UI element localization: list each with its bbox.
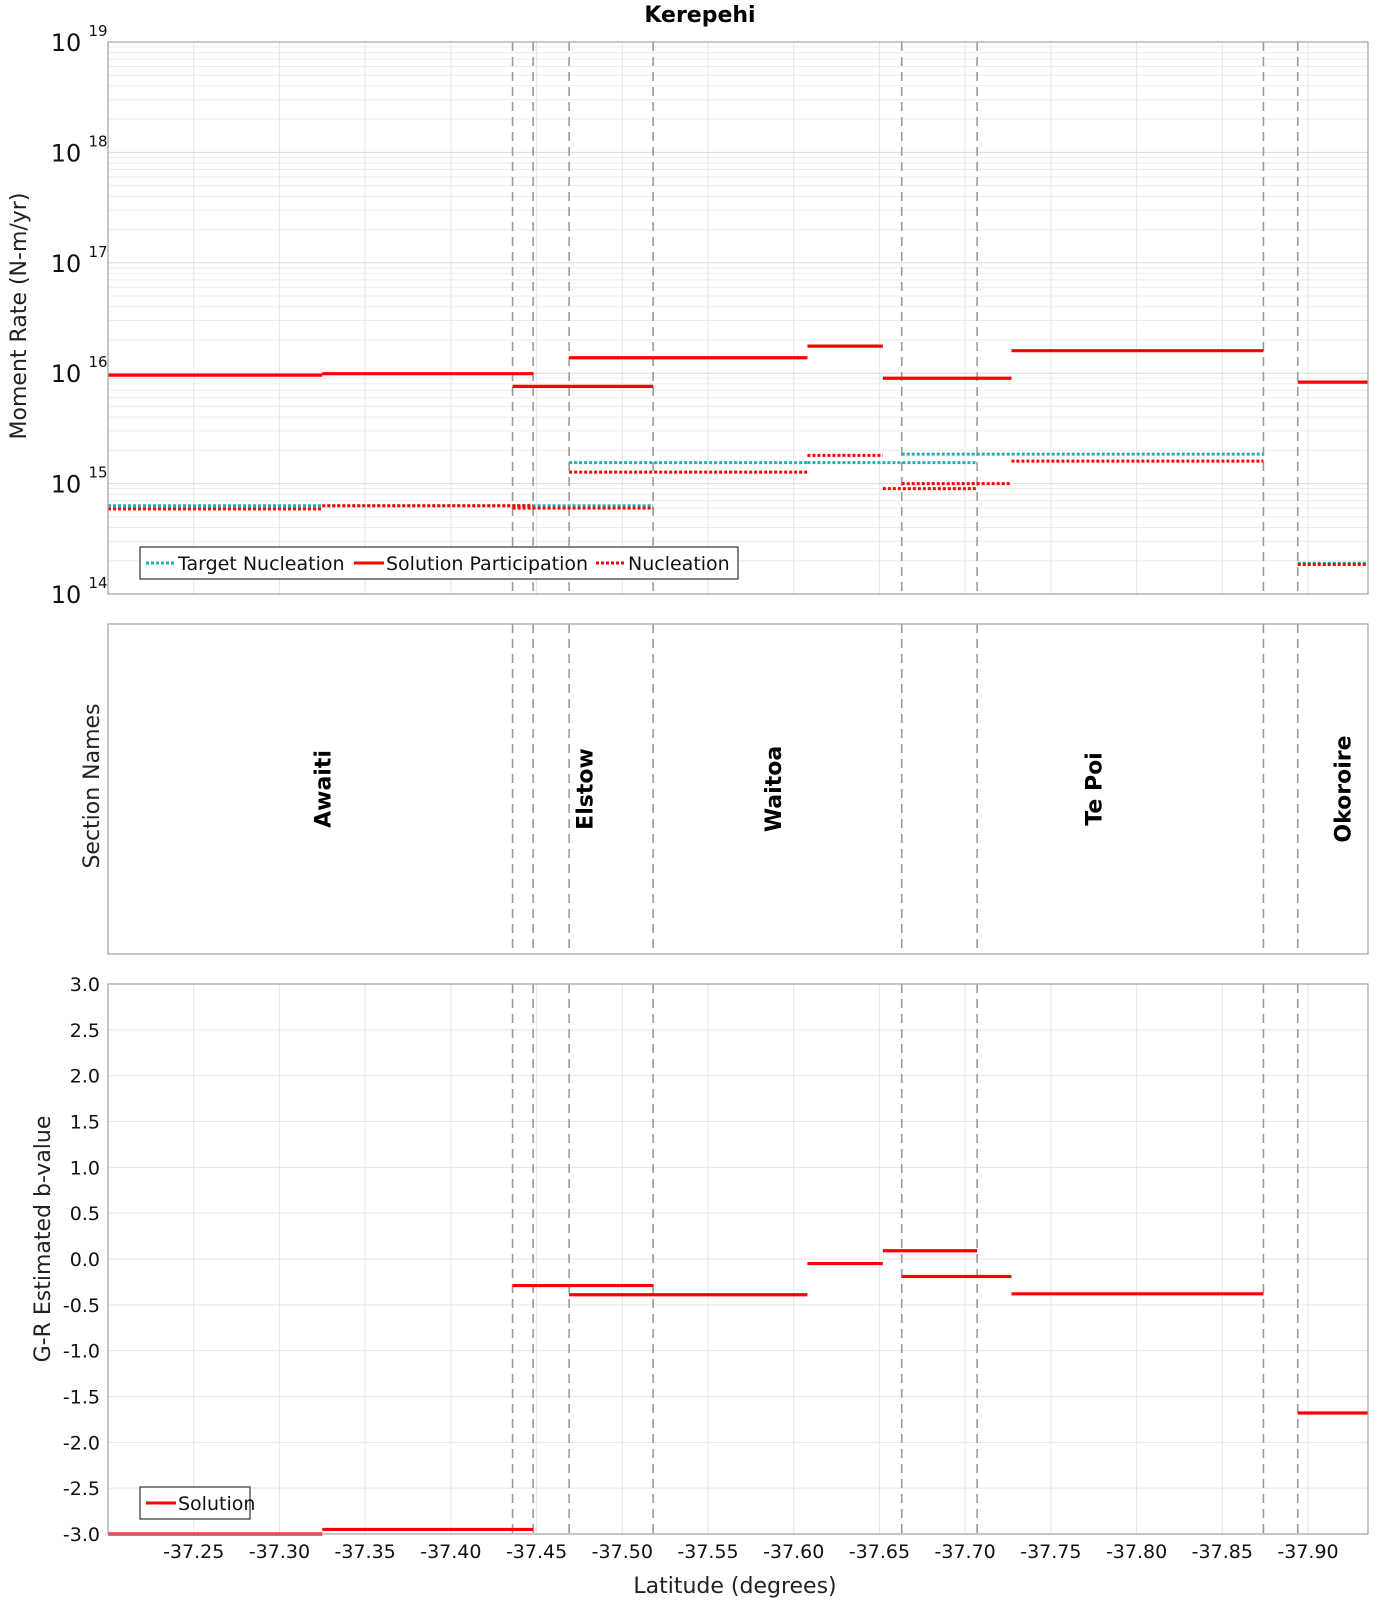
x-tick-label: -37.90 xyxy=(1277,1541,1338,1563)
moment-y-tick-exponent: 17 xyxy=(88,243,107,261)
moment-y-tick-base: 10 xyxy=(51,471,82,499)
x-tick-label: -37.80 xyxy=(1106,1541,1167,1563)
section-name-label: Elstow xyxy=(574,748,599,830)
moment-y-tick-exponent: 15 xyxy=(88,464,107,482)
x-tick-label: -37.40 xyxy=(420,1541,481,1563)
x-tick-label: -37.25 xyxy=(163,1541,224,1563)
bvalue-y-tick-label: 1.0 xyxy=(70,1157,100,1179)
bvalue-y-tick-label: 0.5 xyxy=(70,1203,100,1225)
moment-plot-bg xyxy=(108,42,1368,594)
bvalue-y-axis-label: G-R Estimated b-value xyxy=(31,1116,56,1363)
moment-legend-label: Nucleation xyxy=(628,553,730,575)
x-tick-label: -37.65 xyxy=(849,1541,910,1563)
section-name-label: Awaiti xyxy=(311,750,336,828)
x-tick-label: -37.85 xyxy=(1192,1541,1253,1563)
moment-y-tick-exponent: 14 xyxy=(88,574,107,592)
x-tick-label: -37.60 xyxy=(763,1541,824,1563)
b-value-panel: 3.0 2.5 2.0 1.5 1.0 0.5 0.0 -0.5 -1.0 -1.5 -2.0 -2.… xyxy=(63,974,1369,1563)
moment-legend-label: Solution Participation xyxy=(386,553,588,575)
x-tick-label: -37.35 xyxy=(335,1541,396,1563)
bvalue-y-tick-label: 3.0 xyxy=(70,974,100,996)
bvalue-y-tick-label: -1.0 xyxy=(63,1341,100,1363)
x-tick-label: -37.45 xyxy=(506,1541,567,1563)
moment-y-tick-base: 10 xyxy=(51,360,82,388)
moment-legend-label: Target Nucleation xyxy=(177,553,345,575)
names-plot-bg xyxy=(108,624,1368,954)
bvalue-y-tick-label: -1.5 xyxy=(63,1387,100,1409)
chart-title: Kerepehi xyxy=(644,3,755,28)
section-name-label: Waitoa xyxy=(762,746,787,832)
moment-y-tick-base: 10 xyxy=(51,29,82,57)
bvalue-y-tick-label: 0.0 xyxy=(70,1249,100,1271)
bvalue-y-tick-label: -3.0 xyxy=(63,1524,100,1546)
bvalue-y-tick-label: -2.0 xyxy=(63,1432,100,1454)
x-tick-label: -37.70 xyxy=(935,1541,996,1563)
x-tick-label: -37.75 xyxy=(1020,1541,1081,1563)
x-tick-label: -37.30 xyxy=(249,1541,310,1563)
section-name-label: Okoroire xyxy=(1331,735,1356,842)
bvalue-plot-border xyxy=(107,983,1369,1535)
moment-y-tick-base: 10 xyxy=(51,581,82,609)
bvalue-y-tick-label: -0.5 xyxy=(63,1295,100,1317)
moment-plot-border xyxy=(107,41,1369,595)
names-y-axis-label: Section Names xyxy=(80,703,105,868)
moment-legend-box xyxy=(139,546,739,580)
moment-y-tick-exponent: 18 xyxy=(88,132,107,150)
section-name-label: Te Poi xyxy=(1083,752,1108,825)
bvalue-legend-label: Solution xyxy=(178,1493,255,1515)
x-tick-label: -37.55 xyxy=(677,1541,738,1563)
moment-y-tick-exponent: 19 xyxy=(88,22,107,40)
names-plot-border xyxy=(107,623,1369,955)
bvalue-y-tick-label: 2.5 xyxy=(70,1020,100,1042)
moment-y-tick-exponent: 16 xyxy=(88,353,107,371)
x-axis-label: Latitude (degrees) xyxy=(633,1574,836,1599)
moment-y-tick-base: 10 xyxy=(51,250,82,278)
moment-rate-panel: 10 14 10 15 10 16 10 17 10 18 10 19 Target Nucleatio… xyxy=(51,22,1369,609)
moment-y-axis-label: Moment Rate (N-m/yr) xyxy=(7,193,32,440)
bvalue-y-tick-label: 2.0 xyxy=(70,1066,100,1088)
bvalue-y-tick-label: -2.5 xyxy=(63,1478,100,1500)
section-names-panel: Awaiti Elstow Waitoa Te Poi Okoroire xyxy=(107,623,1369,955)
moment-y-tick-base: 10 xyxy=(51,139,82,167)
bvalue-y-tick-label: 1.5 xyxy=(70,1112,100,1134)
x-tick-label: -37.50 xyxy=(592,1541,653,1563)
